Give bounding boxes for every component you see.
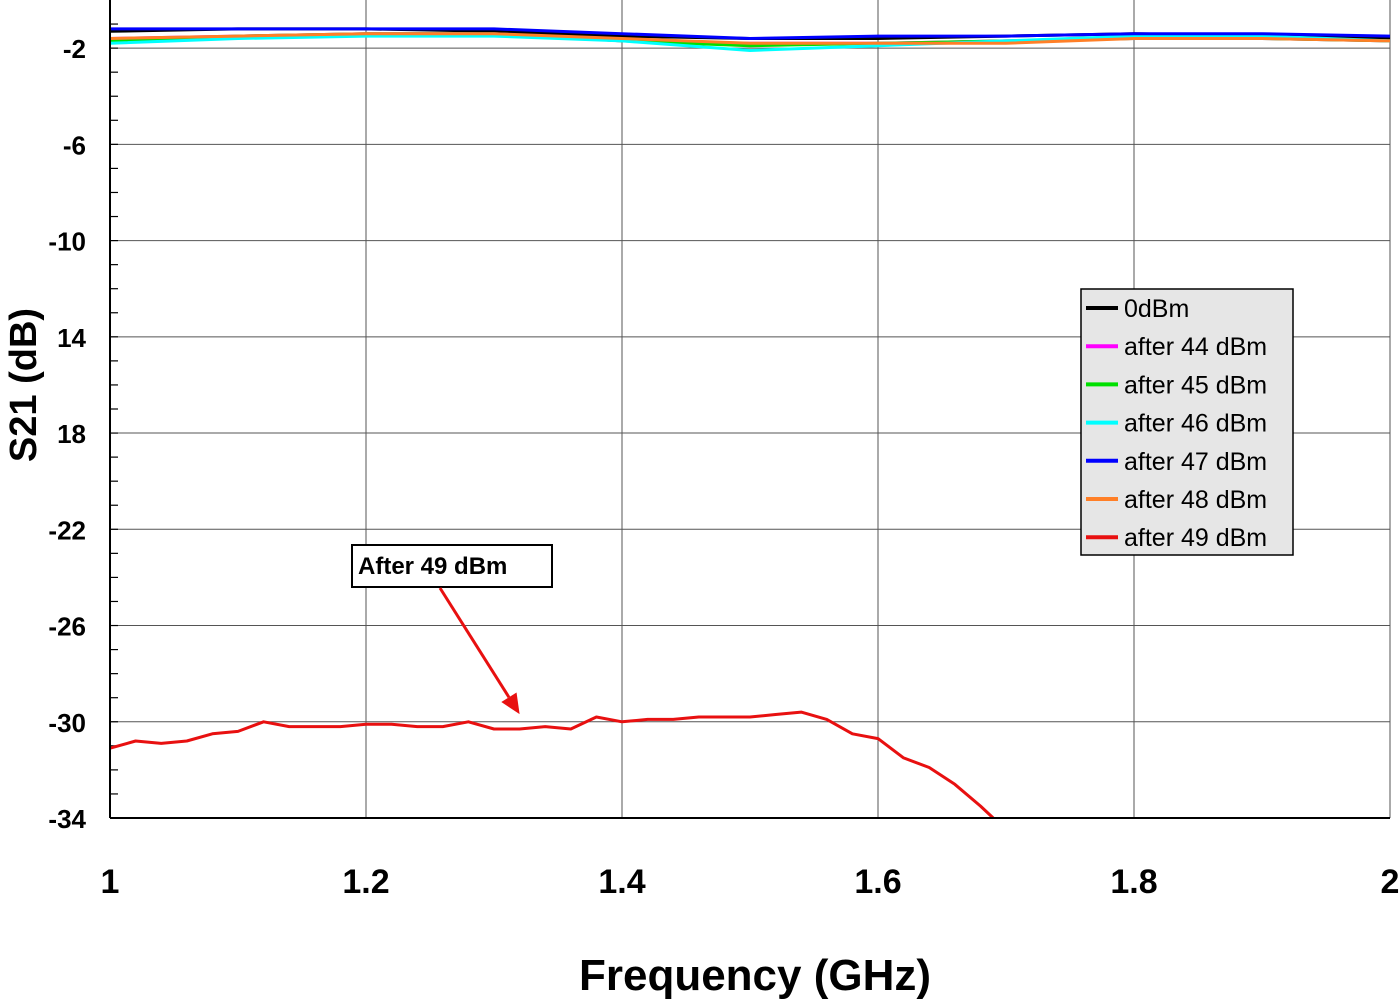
x-tick-label: 1.2 [342, 863, 389, 901]
y-tick-label: -34 [48, 804, 86, 834]
legend-entry: after 45 dBm [1124, 371, 1267, 399]
y-tick-labels: -2 -6 -10 14 18 -22 -26 -30 -34 [48, 34, 86, 834]
series-line-6 [109, 710, 995, 820]
y-tick-label: 14 [57, 323, 86, 353]
y-tick-label: -6 [63, 130, 86, 160]
annotation-label: After 49 dBm [358, 553, 507, 580]
x-tick-label: 1.4 [598, 863, 645, 901]
series-line-4 [110, 27, 1391, 40]
x-tick-label: 1 [101, 863, 120, 901]
x-tick-labels: 1 1.2 1.4 1.6 1.8 2 [101, 863, 1400, 901]
y-minor-ticks [110, 23, 118, 819]
y-tick-label: 18 [57, 419, 86, 449]
annotation-arrowhead [501, 692, 520, 715]
annotation-arrow [438, 587, 511, 699]
y-tick-label: -22 [48, 515, 86, 545]
y-tick-label: -26 [48, 612, 86, 642]
x-tick-label: 1.8 [1110, 863, 1157, 901]
x-tick-label: 2 [1381, 863, 1400, 901]
legend-entry: after 49 dBm [1124, 524, 1267, 552]
legend-entry: after 46 dBm [1124, 410, 1267, 438]
y-tick-label: -2 [63, 34, 86, 64]
annotation: After 49 dBm [351, 544, 553, 715]
series-line-3 [109, 34, 1391, 52]
y-axis-title: S21 (dB) [3, 308, 45, 462]
x-tick-label: 1.6 [854, 863, 901, 901]
y-tick-label: -30 [48, 708, 86, 738]
x-axis-title: Frequency (GHz) [579, 951, 931, 1000]
legend: 0dBm after 44 dBm after 45 dBm after 46 dBm… [1080, 288, 1294, 556]
legend-entry: after 44 dBm [1124, 333, 1267, 361]
series-lines [109, 27, 1391, 820]
legend-entry: after 47 dBm [1124, 448, 1267, 476]
annotation-box [351, 544, 553, 588]
legend-entry: after 48 dBm [1124, 486, 1267, 514]
series-line-5 [109, 32, 1391, 45]
legend-entry: 0dBm [1124, 295, 1189, 323]
y-tick-label: -10 [48, 227, 86, 257]
